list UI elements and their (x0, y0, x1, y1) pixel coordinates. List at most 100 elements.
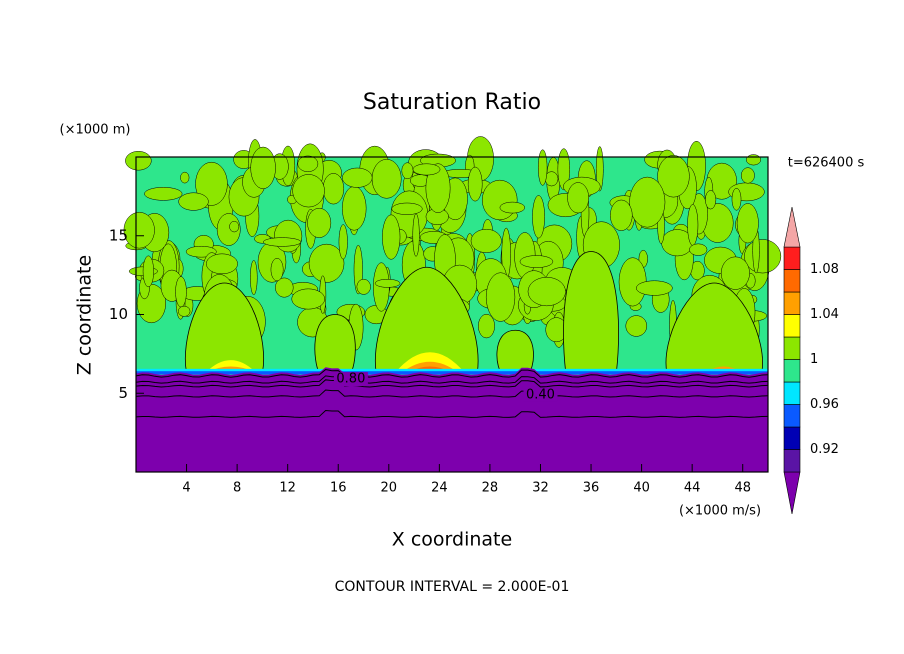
colorbar-tick-label: 1 (810, 352, 818, 367)
field-patch (297, 155, 319, 172)
field-patch (250, 146, 276, 190)
field-patch (371, 158, 402, 199)
field-patch (736, 203, 759, 244)
field-plume (314, 314, 356, 374)
field-patch (485, 272, 516, 322)
field-patch (629, 176, 666, 228)
field-plume (496, 329, 534, 374)
colorbar-segment (783, 336, 801, 360)
y-unit: (×1000 m) (60, 123, 131, 138)
x-unit: (×1000 m/s) (679, 504, 761, 519)
field-patch (180, 171, 190, 184)
field-plume (374, 266, 479, 374)
field-patch (412, 213, 420, 257)
colorbar-segment (783, 426, 801, 450)
field-patch (250, 260, 258, 296)
colorbar-segment (783, 359, 801, 383)
x-tick-label: 24 (431, 481, 448, 496)
field-patch (270, 258, 284, 282)
contour-line (135, 389, 769, 398)
field-patch (481, 179, 518, 221)
y-tick-label: 15 (109, 226, 128, 244)
field-patch (275, 277, 294, 298)
colorbar-segment (783, 246, 801, 270)
field-patch (689, 243, 708, 256)
contour-line (135, 369, 769, 378)
field-patch (338, 224, 348, 260)
field-patch (142, 255, 154, 288)
field-patch (274, 219, 303, 253)
field-patch (342, 186, 367, 231)
field-patch (705, 190, 717, 210)
field-plume (185, 282, 264, 374)
colorbar-segment (783, 381, 801, 405)
colorbar-segment (783, 404, 801, 428)
field-patch (291, 288, 326, 310)
colorbar-tick-label: 1.04 (810, 307, 839, 322)
field-patch (532, 195, 545, 239)
colorbar-segment (783, 314, 801, 338)
contour-line (135, 375, 769, 384)
x-tick-label: 12 (279, 481, 296, 496)
field-patch (263, 237, 302, 247)
field-patch (144, 187, 183, 201)
field-patch (308, 243, 345, 283)
field-patch (425, 163, 451, 214)
footer: CONTOUR INTERVAL = 2.000E-01 (335, 579, 570, 595)
x-tick-label: 8 (233, 481, 241, 496)
colorbar-tick-label: 0.96 (810, 397, 839, 412)
field-patch (720, 256, 750, 290)
field-patch (595, 146, 604, 192)
x-tick-label: 28 (482, 481, 499, 496)
y-axis-label: Z coordinate (74, 255, 96, 375)
field-patch (374, 278, 401, 288)
field-patch (307, 207, 332, 238)
field-patch (744, 239, 782, 274)
field-patch (610, 199, 633, 231)
field-patch (178, 192, 209, 211)
field-patch (687, 204, 699, 246)
field-patch (177, 305, 191, 317)
field-patch (356, 278, 371, 295)
x-tick-label: 40 (633, 481, 650, 496)
field-patch (195, 161, 228, 206)
field-patch (470, 228, 502, 253)
field-patch (657, 155, 690, 198)
field-patch (467, 166, 483, 202)
field-patch (625, 315, 648, 337)
field-patch (401, 162, 414, 180)
x-tick-label: 44 (684, 481, 701, 496)
field-patch (175, 276, 187, 308)
y-tick-label: 10 (109, 305, 128, 323)
field (123, 136, 782, 472)
field-patch (557, 148, 570, 191)
field-patch (567, 182, 589, 214)
field-patch (123, 211, 155, 249)
y-tick-label: 5 (118, 384, 128, 402)
x-tick-label: 20 (381, 481, 398, 496)
field-patch (478, 313, 495, 339)
field-patch (412, 163, 441, 176)
x-tick-label: 48 (734, 481, 751, 496)
colorbar-segment (783, 449, 801, 473)
colorbar-segment (783, 269, 801, 293)
field-patch (731, 188, 742, 211)
contour-line (135, 410, 769, 418)
colorbar-tick-label: 1.08 (810, 262, 839, 277)
field-patch (229, 220, 240, 233)
field-patch (206, 253, 238, 275)
field-patch (618, 257, 647, 307)
field-patch (342, 167, 373, 188)
field-patch (527, 276, 566, 307)
field-patch (382, 214, 401, 260)
field-patch (519, 255, 554, 268)
time-label: t=626400 s (788, 156, 865, 171)
colorbar-segment (783, 291, 801, 315)
contour-line (135, 379, 769, 388)
field-patch (322, 173, 345, 205)
field-patch (125, 151, 152, 171)
x-tick-label: 4 (182, 481, 190, 496)
contour-label: 0.80 (336, 372, 365, 387)
contour-label: 0.40 (526, 387, 555, 402)
